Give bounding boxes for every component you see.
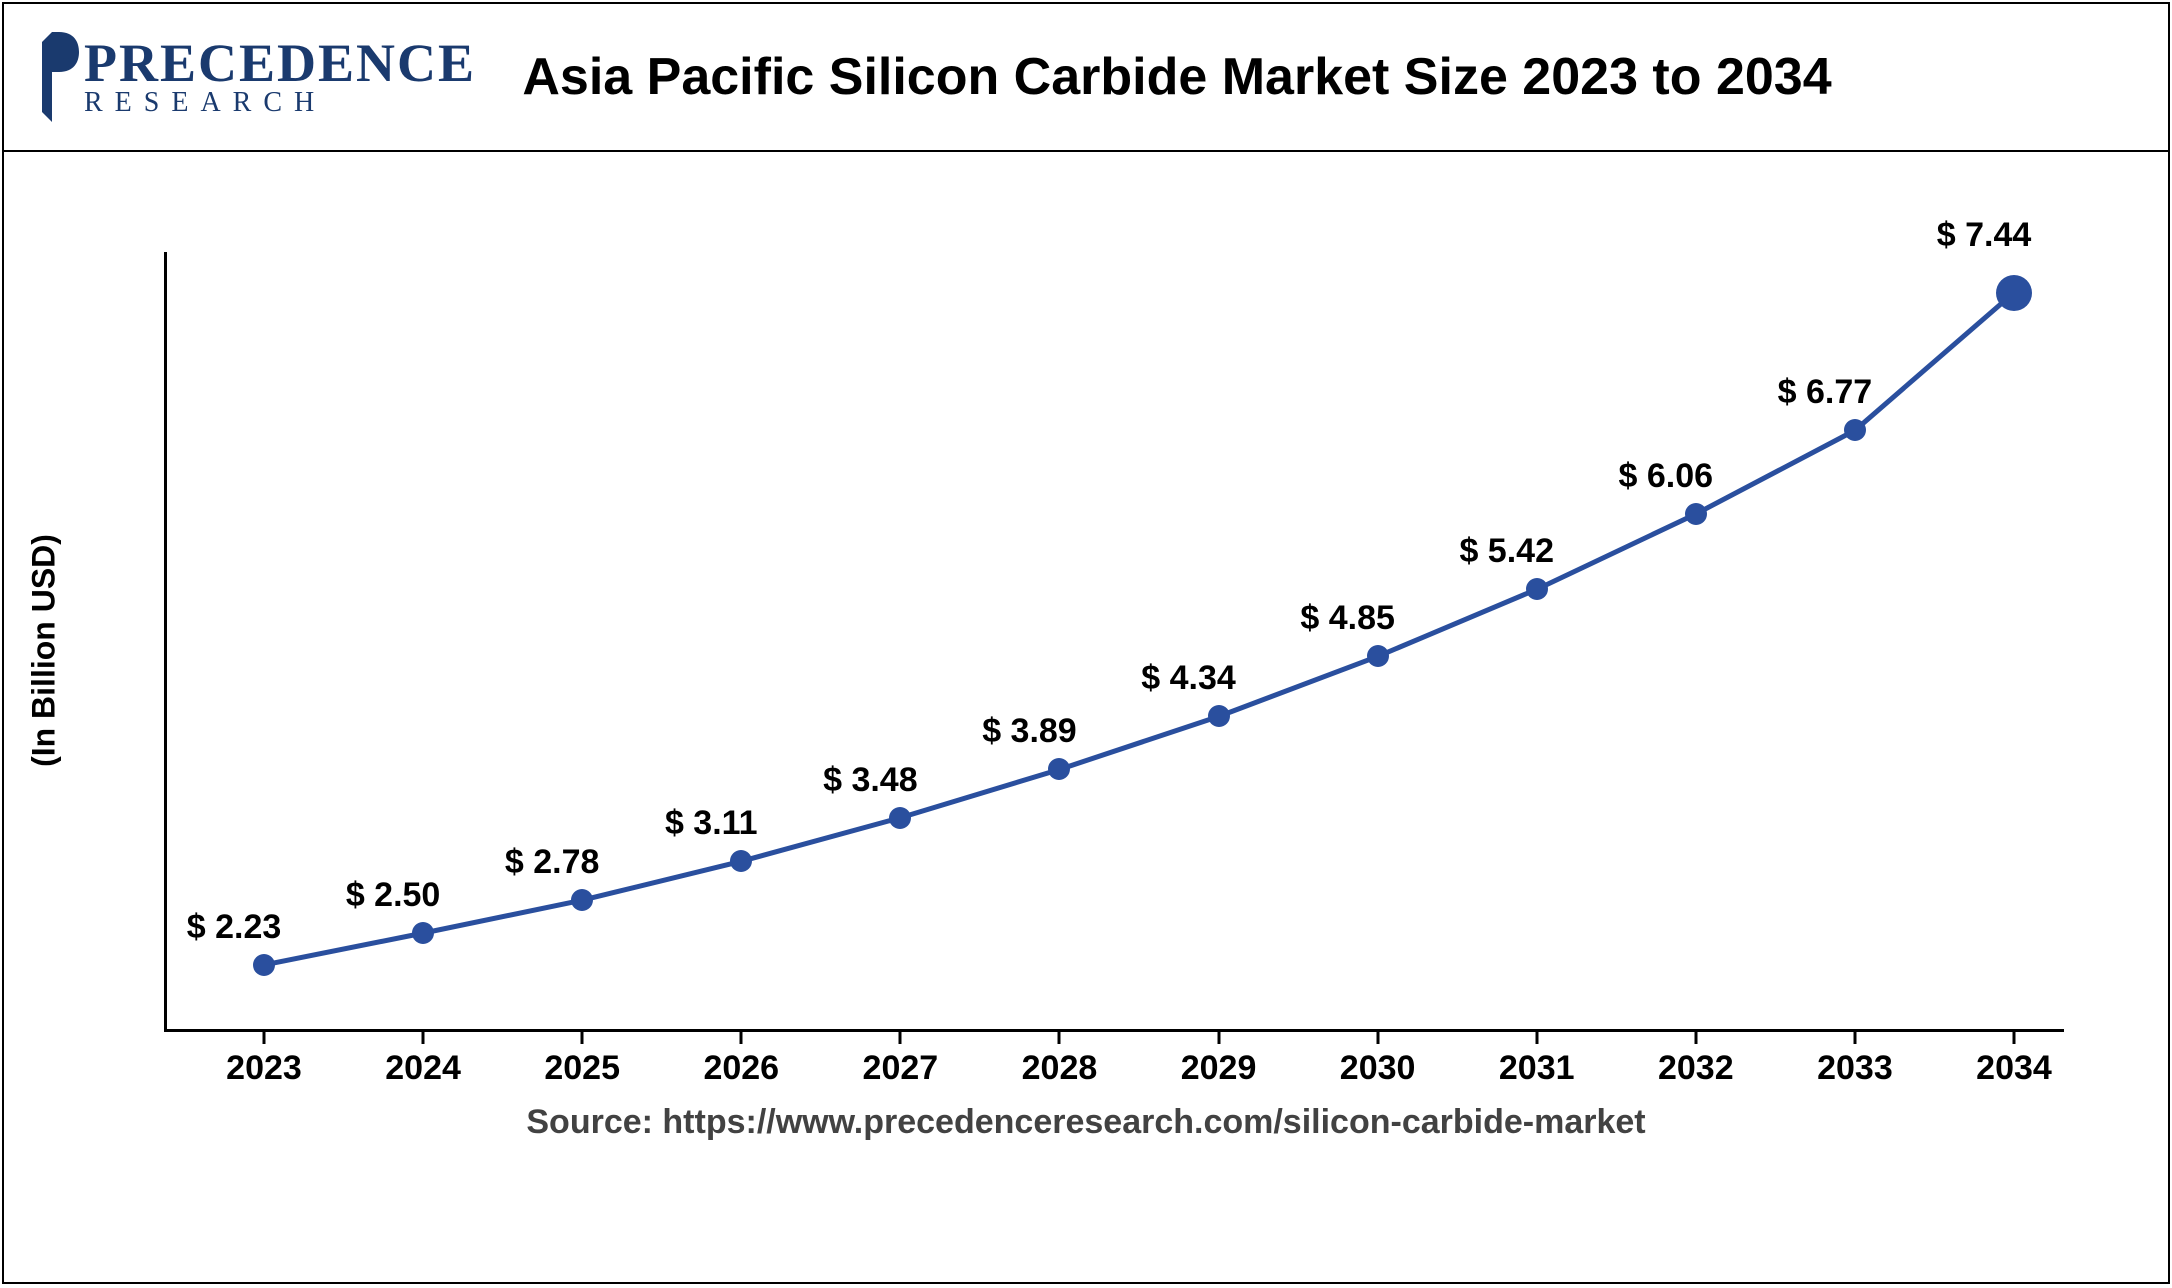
x-tick-label: 2023	[226, 1049, 302, 1088]
logo-main: PRECEDENCE	[84, 39, 476, 88]
x-tick-label: 2025	[544, 1049, 620, 1088]
x-tick-mark	[1376, 1032, 1379, 1044]
data-label: $ 6.77	[1778, 373, 1873, 412]
data-label: $ 6.06	[1619, 457, 1714, 496]
x-tick-label: 2033	[1817, 1049, 1893, 1088]
x-tick-mark	[740, 1032, 743, 1044]
data-label: $ 5.42	[1459, 532, 1554, 571]
data-point	[1526, 578, 1548, 600]
x-tick-mark	[422, 1032, 425, 1044]
x-tick-mark	[899, 1032, 902, 1044]
x-tick-label: 2026	[703, 1049, 779, 1088]
plot-area: $ 2.232023$ 2.502024$ 2.782025$ 3.112026…	[164, 252, 2064, 1032]
x-tick-label: 2024	[385, 1049, 461, 1088]
chart-area: (In Billion USD) $ 2.232023$ 2.502024$ 2…	[4, 152, 2168, 1172]
x-tick-label: 2032	[1658, 1049, 1734, 1088]
logo: PRECEDENCE RESEARCH	[34, 27, 476, 127]
data-label: $ 4.34	[1141, 659, 1236, 698]
data-point	[1996, 275, 2032, 311]
logo-icon	[34, 27, 84, 127]
x-tick-label: 2034	[1976, 1049, 2052, 1088]
x-tick-mark	[1217, 1032, 1220, 1044]
data-label: $ 2.50	[346, 876, 441, 915]
data-label: $ 3.11	[665, 804, 758, 843]
data-label: $ 2.78	[505, 843, 600, 882]
data-point	[1685, 503, 1707, 525]
data-point	[253, 954, 275, 976]
data-point	[730, 850, 752, 872]
x-tick-mark	[1058, 1032, 1061, 1044]
header: PRECEDENCE RESEARCH Asia Pacific Silicon…	[4, 4, 2168, 152]
x-tick-label: 2029	[1181, 1049, 1257, 1088]
x-tick-mark	[1694, 1032, 1697, 1044]
y-axis-label: (In Billion USD)	[26, 534, 63, 767]
x-tick-mark	[263, 1032, 266, 1044]
logo-sub: RESEARCH	[84, 90, 476, 115]
data-label: $ 4.85	[1300, 599, 1395, 638]
data-point	[1048, 758, 1070, 780]
data-point	[571, 889, 593, 911]
chart-title: Asia Pacific Silicon Carbide Market Size…	[476, 47, 2138, 107]
chart-line	[164, 252, 2064, 1032]
source-text: Source: https://www.precedenceresearch.c…	[4, 1103, 2168, 1142]
x-tick-mark	[1853, 1032, 1856, 1044]
data-point	[1367, 645, 1389, 667]
data-point	[889, 807, 911, 829]
data-label: $ 7.44	[1937, 216, 2032, 255]
data-label: $ 2.23	[187, 908, 282, 947]
logo-text: PRECEDENCE RESEARCH	[84, 39, 476, 115]
x-tick-mark	[581, 1032, 584, 1044]
chart-frame: PRECEDENCE RESEARCH Asia Pacific Silicon…	[2, 2, 2170, 1284]
x-tick-mark	[2013, 1032, 2016, 1044]
data-point	[1844, 419, 1866, 441]
x-tick-label: 2031	[1499, 1049, 1575, 1088]
x-tick-label: 2028	[1022, 1049, 1098, 1088]
x-tick-mark	[1535, 1032, 1538, 1044]
x-tick-label: 2030	[1340, 1049, 1416, 1088]
data-label: $ 3.48	[823, 761, 918, 800]
data-label: $ 3.89	[982, 712, 1077, 751]
data-point	[412, 922, 434, 944]
x-tick-label: 2027	[863, 1049, 939, 1088]
data-point	[1208, 705, 1230, 727]
